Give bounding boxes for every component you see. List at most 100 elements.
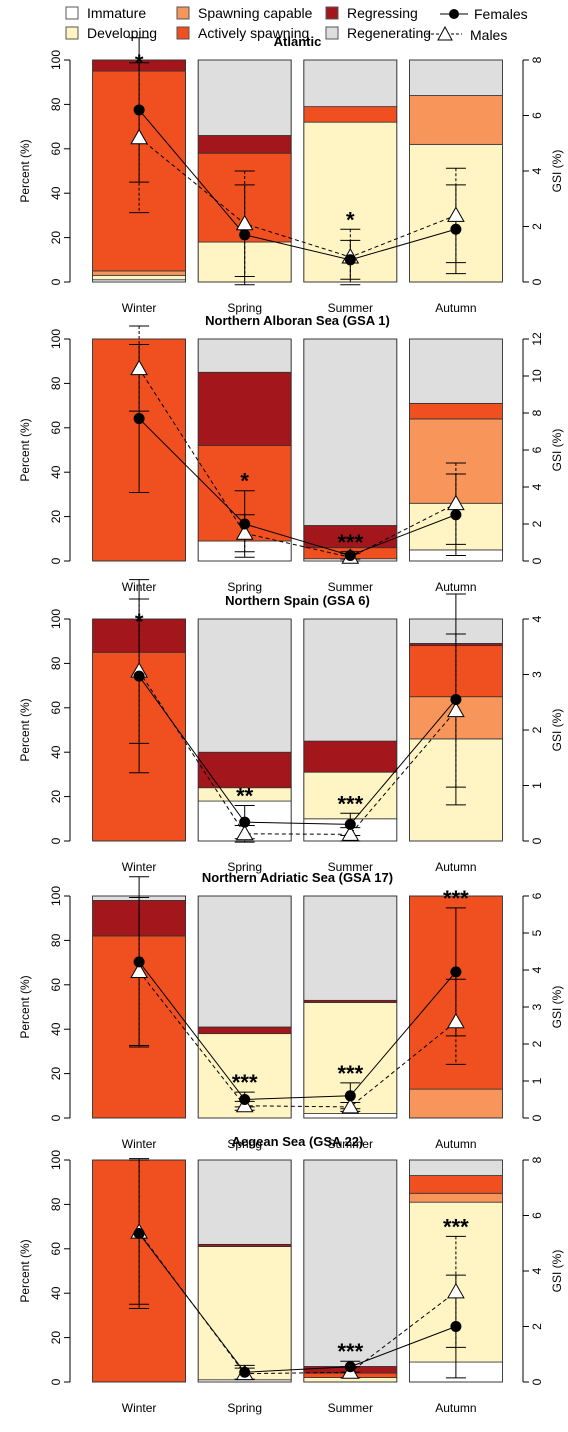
bar-segment-regenerating bbox=[303, 1159, 398, 1367]
category-label: Autumn bbox=[435, 1137, 476, 1151]
bar-segment-regenerating bbox=[197, 1159, 292, 1245]
left-axis-label: Percent (%) bbox=[18, 1239, 32, 1302]
right-tick-label: 1 bbox=[530, 782, 544, 789]
category-label: Autumn bbox=[435, 580, 476, 594]
females-gsi-line bbox=[138, 675, 457, 825]
significance-marker: * bbox=[346, 207, 355, 232]
right-tick-label: 0 bbox=[530, 1114, 544, 1121]
males-gsi-line bbox=[138, 368, 457, 558]
significance-marker: *** bbox=[443, 886, 469, 911]
right-tick-label: 2 bbox=[530, 1040, 544, 1047]
left-tick-label: 40 bbox=[49, 465, 63, 479]
legend-label-females: Females bbox=[474, 6, 528, 22]
category-label: Autumn bbox=[435, 1401, 476, 1415]
category-label: Summer bbox=[328, 1137, 373, 1151]
bar-segment-regenerating bbox=[303, 895, 398, 1001]
left-tick-label: 80 bbox=[49, 933, 63, 947]
panel-title: Northern Spain (GSA 6) bbox=[225, 593, 370, 608]
right-axis-label: GSI (%) bbox=[550, 429, 564, 472]
bar-outline bbox=[303, 1159, 398, 1383]
left-tick-label: 100 bbox=[49, 609, 63, 629]
bar-segment-regressing bbox=[197, 135, 292, 154]
males-gsi-point bbox=[235, 524, 254, 540]
right-axis-label: GSI (%) bbox=[550, 150, 564, 193]
males-gsi-point bbox=[235, 824, 254, 841]
females-gsi-point bbox=[239, 816, 251, 828]
left-tick-label: 0 bbox=[49, 278, 63, 285]
males-gsi-point bbox=[130, 128, 148, 145]
left-tick-label: 40 bbox=[49, 186, 63, 200]
right-tick-label: 4 bbox=[530, 615, 544, 622]
right-tick-label: 10 bbox=[530, 369, 544, 383]
left-axis-label: Percent (%) bbox=[18, 418, 32, 481]
category-label: Spring bbox=[227, 580, 262, 594]
females-gsi-line bbox=[138, 1233, 457, 1373]
category-label: Spring bbox=[227, 860, 262, 874]
legend-males-marker bbox=[437, 25, 453, 41]
females-gsi-point bbox=[133, 413, 145, 425]
males-gsi-line bbox=[138, 137, 457, 258]
bar-segment-regenerating bbox=[408, 338, 503, 404]
significance-marker: * bbox=[240, 469, 249, 494]
females-gsi-point bbox=[450, 966, 462, 978]
category-label: Winter bbox=[122, 1401, 157, 1415]
bar-outline bbox=[408, 338, 503, 562]
males-gsi-point bbox=[341, 1097, 360, 1114]
bar-segment-developing bbox=[92, 274, 186, 281]
legend-label-males: Males bbox=[470, 27, 507, 43]
left-tick-label: 20 bbox=[49, 510, 63, 524]
females-gsi-point bbox=[239, 229, 251, 241]
males-gsi-point bbox=[130, 359, 148, 376]
females-gsi-point bbox=[133, 670, 145, 682]
legend-swatch-developing bbox=[65, 26, 79, 40]
significance-marker: *** bbox=[337, 530, 363, 555]
right-tick-label: 6 bbox=[530, 892, 544, 899]
legend-label-regenerating: Regenerating bbox=[347, 25, 431, 41]
right-tick-label: 5 bbox=[530, 929, 544, 936]
left-tick-label: 80 bbox=[49, 97, 63, 111]
legend-label-immature: Immature bbox=[87, 5, 146, 21]
bar-outline bbox=[197, 1159, 292, 1383]
legend-swatch-regenerating bbox=[325, 26, 339, 40]
males-gsi-point bbox=[447, 701, 465, 718]
males-gsi-line bbox=[138, 1231, 457, 1375]
right-tick-label: 0 bbox=[530, 837, 544, 844]
males-gsi-point bbox=[447, 1012, 465, 1029]
bar-segment-actively-spawning bbox=[408, 1175, 503, 1194]
females-gsi-point bbox=[239, 518, 251, 530]
panel-northern-alboran-sea-gsa-1: Northern Alboran Sea (GSA 1)020406080100… bbox=[18, 313, 564, 594]
panel-northern-spain-gsa-6: Northern Spain (GSA 6)020406080100Percen… bbox=[18, 579, 564, 874]
left-tick-label: 20 bbox=[49, 790, 63, 804]
bar-outline bbox=[197, 895, 292, 1119]
left-tick-label: 0 bbox=[49, 837, 63, 844]
bar-segment-regenerating bbox=[197, 618, 292, 753]
category-label: Summer bbox=[328, 860, 373, 874]
right-tick-label: 0 bbox=[530, 1378, 544, 1385]
females-gsi-point bbox=[344, 254, 356, 266]
left-tick-label: 0 bbox=[49, 1378, 63, 1385]
bar-segment-spawning-capable bbox=[408, 1088, 503, 1119]
bar-segment-regenerating bbox=[197, 59, 292, 136]
left-tick-label: 20 bbox=[49, 1331, 63, 1345]
males-gsi-point bbox=[130, 962, 148, 978]
significance-marker: ** bbox=[236, 783, 254, 808]
bar-outline bbox=[408, 1159, 503, 1383]
bar-segment-regenerating bbox=[197, 338, 292, 373]
right-tick-label: 2 bbox=[530, 726, 544, 733]
right-tick-label: 1 bbox=[530, 1077, 544, 1084]
right-tick-label: 0 bbox=[530, 278, 544, 285]
females-gsi-line bbox=[138, 961, 457, 1101]
left-tick-label: 60 bbox=[49, 1242, 63, 1256]
category-label: Spring bbox=[227, 1401, 262, 1415]
males-gsi-line bbox=[138, 670, 457, 835]
right-axis-label: GSI (%) bbox=[550, 1250, 564, 1293]
significance-marker: *** bbox=[337, 1061, 363, 1086]
left-tick-label: 80 bbox=[49, 376, 63, 390]
females-gsi-point bbox=[239, 1366, 251, 1378]
legend-label-actively-spawning: Actively spawning bbox=[198, 25, 309, 41]
bar-segment-actively-spawning bbox=[408, 402, 503, 420]
bar-segment-regenerating bbox=[408, 1159, 503, 1176]
right-tick-label: 6 bbox=[530, 1212, 544, 1219]
